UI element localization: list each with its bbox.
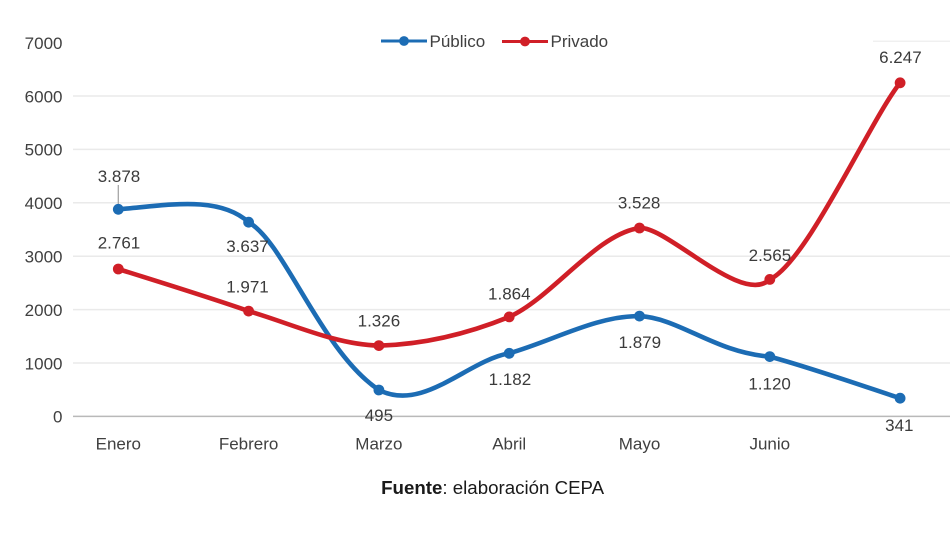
- svg-text:1.326: 1.326: [358, 312, 401, 331]
- svg-text:1.971: 1.971: [226, 278, 269, 297]
- svg-text:341: 341: [885, 416, 913, 435]
- svg-text:Marzo: Marzo: [355, 435, 402, 454]
- svg-text:4000: 4000: [25, 194, 63, 213]
- svg-text:Público: Público: [430, 32, 486, 51]
- svg-text:1.182: 1.182: [489, 370, 532, 389]
- svg-text:3.878: 3.878: [98, 167, 141, 186]
- svg-text:Enero: Enero: [96, 435, 141, 454]
- svg-text:Abril: Abril: [492, 435, 526, 454]
- svg-text:Fuente: elaboración CEPA: Fuente: elaboración CEPA: [381, 477, 605, 498]
- svg-text:1.879: 1.879: [619, 333, 662, 352]
- svg-text:3.528: 3.528: [618, 194, 661, 213]
- svg-text:1.120: 1.120: [748, 375, 791, 394]
- svg-text:7000: 7000: [25, 34, 63, 53]
- svg-text:Febrero: Febrero: [219, 435, 279, 454]
- svg-text:495: 495: [365, 406, 393, 425]
- svg-text:0: 0: [53, 408, 62, 427]
- svg-text:6000: 6000: [25, 87, 63, 106]
- svg-text:Mayo: Mayo: [619, 435, 661, 454]
- svg-text:5000: 5000: [25, 141, 63, 160]
- svg-text:1000: 1000: [25, 354, 63, 373]
- svg-text:6.247: 6.247: [879, 48, 922, 67]
- svg-text:1.864: 1.864: [488, 284, 531, 303]
- svg-text:Privado: Privado: [551, 32, 609, 51]
- svg-text:3.637: 3.637: [226, 237, 269, 256]
- svg-text:2.565: 2.565: [749, 246, 792, 265]
- svg-text:2000: 2000: [25, 301, 63, 320]
- svg-text:3000: 3000: [25, 248, 63, 267]
- svg-text:2.761: 2.761: [98, 234, 141, 253]
- svg-text:Junio: Junio: [749, 435, 790, 454]
